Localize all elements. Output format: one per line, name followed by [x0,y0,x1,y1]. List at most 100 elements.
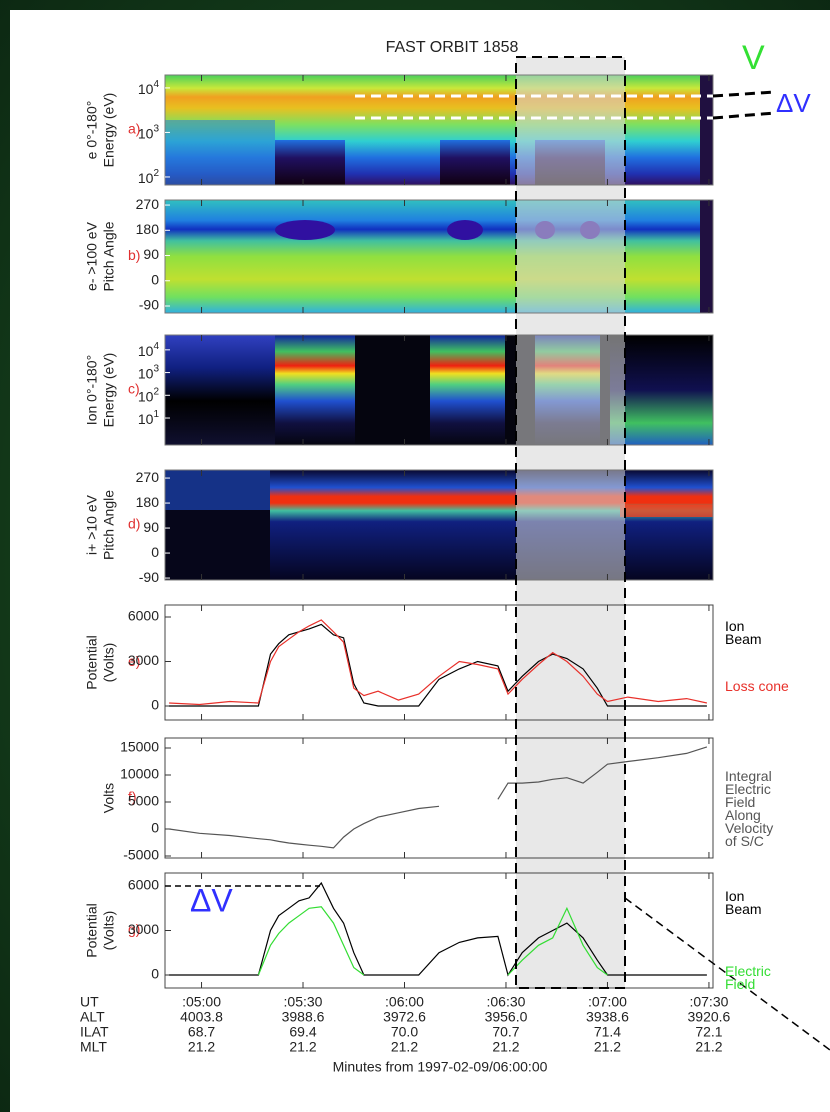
tick-base: 10 [138,365,154,381]
tick-base: 10 [138,170,154,186]
spectrogram-a [165,75,713,185]
series-line [169,881,707,977]
series-line [257,906,608,976]
spectrogram-image [165,470,270,510]
y-tick-label: 6000 [128,608,159,624]
panel-letter: a) [128,121,140,137]
y-tick-label: -90 [139,569,159,585]
legend-label: Integral Electric Field Along Velocity o… [725,768,774,849]
level-line [712,111,776,120]
ephemeris-value: 4003.8 [180,1009,223,1025]
spectrogram-image [430,335,505,445]
y-tick-label: 5000 [128,793,159,809]
pointer-line [624,897,830,1051]
axis-row-label: ALT [80,1009,105,1025]
y-tick-label: 0 [151,697,159,713]
ephemeris-value: 21.2 [391,1039,418,1055]
legend-label: Ion Beam [725,888,762,917]
ephemeris-value: 69.4 [289,1024,316,1040]
ephemeris-value: 21.2 [695,1039,722,1055]
y-tick-label: 101 [138,409,160,427]
annotation: ΔV [776,88,811,118]
ephemeris-value: 3972.6 [383,1009,426,1025]
y-tick-label: 10000 [120,766,159,782]
y-tick-label: 3000 [128,921,159,937]
y-tick-label: 180 [136,494,160,510]
y-axis-label: Potential [84,635,100,689]
ephemeris-value: 70.7 [492,1024,519,1040]
ephemeris-value: 70.0 [391,1024,418,1040]
axis-row-label: ILAT [80,1024,109,1040]
y-tick-label: 90 [143,519,159,535]
y-tick-label: 0 [151,820,159,836]
x-tick-label: :07:00 [588,994,627,1010]
panel-frame [164,334,714,446]
ephemeris-value: 21.2 [594,1039,621,1055]
y-tick-label: 15000 [120,739,159,755]
spectrogram-image [270,470,713,580]
series-line [169,619,708,706]
tick-base: 10 [138,125,154,141]
spectrogram-image [610,335,713,445]
y-tick-label: 270 [136,469,160,485]
y-axis-label: e- >100 eV [84,221,100,291]
y-tick-label: 270 [136,196,160,212]
tick-exponent: 1 [153,409,159,420]
spectrogram-c [165,335,713,445]
panel-frame [164,604,714,721]
ephemeris-value: 72.1 [695,1024,722,1040]
y-tick-label: 102 [138,386,160,404]
tick-base: 10 [138,343,154,359]
y-tick-label: 0 [151,544,159,560]
legend-label: Loss cone [725,678,789,694]
y-axis-label: e 0°-180° [84,101,100,160]
x-tick-label: :05:00 [182,994,221,1010]
legend-label: Electric Field [725,963,771,992]
overlay: V ΔV ΔV [165,39,830,1051]
x-tick-label: :07:30 [689,994,728,1010]
spectrogram-image [700,75,713,185]
y-axis-label: i+ >10 eV [84,494,100,555]
spectrogram-image [275,140,345,185]
ephemeris-value: 71.4 [594,1024,621,1040]
y-tick-label: 104 [138,340,160,358]
panel-letter: f) [128,789,137,805]
panel-letter: d) [128,516,140,532]
spectrogram-image [165,200,713,313]
spectrogram-image [700,200,713,313]
title: FAST ORBIT 1858 [386,39,519,56]
ephemeris-value: 21.2 [492,1039,519,1055]
series-line [169,746,708,849]
ephemeris-value: 3956.0 [485,1009,528,1025]
level-line [712,90,776,98]
y-tick-label: 0 [151,966,159,982]
axis-row-label: MLT [80,1039,107,1055]
y-axis-label: Potential [84,903,100,957]
y-tick-label: 103 [138,363,160,381]
x-tick-label: :06:30 [487,994,526,1010]
y-axis-label: (Volts) [101,911,117,951]
ephemeris-value: 3920.6 [688,1009,731,1025]
y-axis-label: Pitch Angle [101,490,117,560]
y-axis-label: Volts [101,783,117,813]
tick-exponent: 3 [153,123,159,134]
ephemeris-value: 21.2 [188,1039,215,1055]
x-tick-label: :05:30 [284,994,323,1010]
y-tick-label: 0 [151,271,159,287]
annotation: V [742,39,765,77]
ephemeris-value: 21.2 [289,1039,316,1055]
spectrogram-image [447,220,483,240]
highlight-region [516,57,625,988]
panel-letter: b) [128,247,140,263]
tick-base: 10 [138,81,154,97]
panel-frame [164,199,714,314]
y-tick-label: 103 [138,123,160,141]
y-axis-label: Ion 0°-180° [84,355,100,425]
panel-letter: e) [128,653,140,669]
tick-exponent: 2 [153,168,159,179]
y-tick-label: 90 [143,246,159,262]
y-axis-label: (Volts) [101,643,117,683]
